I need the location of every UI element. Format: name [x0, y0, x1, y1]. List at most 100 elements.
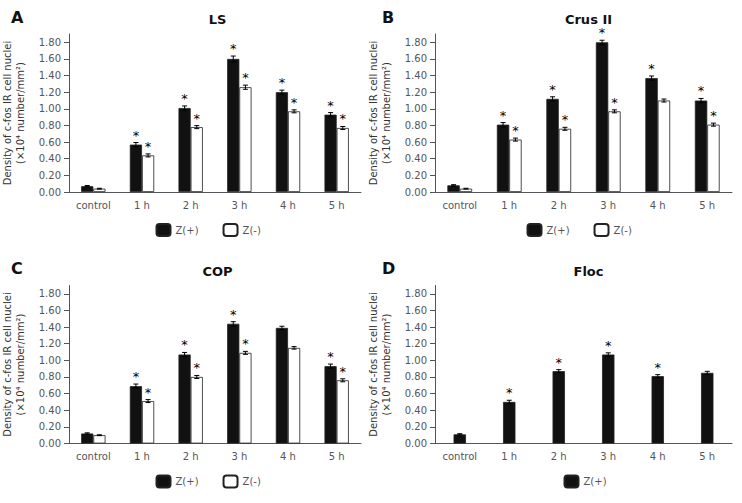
svg-text:C: C — [11, 259, 23, 278]
svg-text:1 h: 1 h — [501, 451, 517, 462]
svg-text:*: * — [327, 98, 334, 113]
svg-text:*: * — [556, 355, 563, 370]
svg-text:0.00: 0.00 — [405, 187, 427, 198]
svg-text:1.60: 1.60 — [405, 305, 427, 316]
svg-text:1.80: 1.80 — [39, 288, 61, 299]
svg-text:1.00: 1.00 — [405, 103, 427, 114]
svg-text:3 h: 3 h — [231, 200, 247, 211]
svg-text:0.40: 0.40 — [405, 153, 427, 164]
svg-text:0.00: 0.00 — [39, 187, 61, 198]
svg-text:2 h: 2 h — [183, 200, 199, 211]
svg-text:4 h: 4 h — [650, 200, 666, 211]
svg-text:4 h: 4 h — [280, 451, 296, 462]
svg-text:A: A — [11, 8, 24, 27]
svg-text:1.80: 1.80 — [405, 288, 427, 299]
svg-text:2 h: 2 h — [551, 451, 567, 462]
svg-text:0.20: 0.20 — [39, 421, 61, 432]
svg-text:*: * — [506, 385, 513, 400]
svg-text:*: * — [133, 128, 140, 143]
svg-text:2 h: 2 h — [183, 451, 199, 462]
svg-text:COP: COP — [202, 264, 232, 279]
svg-text:*: * — [291, 95, 298, 110]
svg-text:control: control — [442, 451, 477, 462]
svg-text:control: control — [442, 200, 477, 211]
svg-text:0.40: 0.40 — [39, 153, 61, 164]
svg-text:Z(-): Z(-) — [614, 225, 632, 236]
svg-text:B: B — [382, 8, 394, 27]
svg-text:*: * — [710, 108, 717, 123]
svg-text:*: * — [611, 95, 618, 110]
svg-text:1.40: 1.40 — [39, 322, 61, 333]
svg-text:*: * — [340, 111, 347, 126]
svg-text:1.40: 1.40 — [39, 70, 61, 81]
svg-text:0.20: 0.20 — [405, 170, 427, 181]
svg-text:Z(+): Z(+) — [584, 476, 607, 487]
svg-text:*: * — [599, 25, 606, 40]
svg-text:0.20: 0.20 — [405, 421, 427, 432]
svg-text:1.80: 1.80 — [39, 37, 61, 48]
svg-text:1.00: 1.00 — [39, 355, 61, 366]
svg-text:*: * — [194, 360, 201, 375]
svg-text:4 h: 4 h — [650, 451, 666, 462]
svg-text:*: * — [230, 41, 237, 56]
svg-text:(×10⁴ number/mm²): (×10⁴ number/mm²) — [381, 62, 392, 164]
svg-text:Density of c-fos IR cell nucle: Density of c-fos IR cell nuclei — [368, 41, 379, 186]
svg-text:*: * — [242, 70, 249, 85]
svg-text:Z(+): Z(+) — [547, 225, 570, 236]
svg-text:(×10⁴ number/mm²): (×10⁴ number/mm²) — [15, 62, 26, 164]
svg-text:*: * — [133, 369, 140, 384]
svg-text:1.40: 1.40 — [405, 70, 427, 81]
svg-text:0.60: 0.60 — [39, 388, 61, 399]
svg-text:*: * — [562, 112, 569, 127]
svg-text:Z(+): Z(+) — [176, 225, 199, 236]
svg-text:*: * — [605, 338, 612, 353]
svg-text:*: * — [340, 364, 347, 379]
svg-text:*: * — [194, 111, 201, 126]
svg-text:(×10⁴ number/mm²): (×10⁴ number/mm²) — [381, 313, 392, 415]
svg-text:3 h: 3 h — [600, 200, 616, 211]
svg-text:1 h: 1 h — [134, 451, 150, 462]
svg-text:Density of c-fos IR cell nucle: Density of c-fos IR cell nuclei — [368, 292, 379, 437]
svg-text:*: * — [698, 83, 705, 98]
svg-text:1.00: 1.00 — [39, 103, 61, 114]
svg-text:*: * — [655, 360, 662, 375]
svg-text:*: * — [549, 82, 556, 97]
svg-text:1.40: 1.40 — [405, 322, 427, 333]
svg-text:0.60: 0.60 — [405, 137, 427, 148]
svg-text:1 h: 1 h — [134, 200, 150, 211]
svg-text:0.80: 0.80 — [39, 120, 61, 131]
svg-text:0.20: 0.20 — [39, 170, 61, 181]
svg-text:Density of c-fos IR cell nucle: Density of c-fos IR cell nuclei — [2, 292, 13, 437]
svg-text:1.20: 1.20 — [39, 338, 61, 349]
svg-text:0.60: 0.60 — [39, 137, 61, 148]
svg-text:5 h: 5 h — [329, 200, 345, 211]
svg-text:5 h: 5 h — [699, 451, 715, 462]
svg-text:0.40: 0.40 — [405, 405, 427, 416]
svg-text:1.00: 1.00 — [405, 355, 427, 366]
svg-text:3 h: 3 h — [600, 451, 616, 462]
svg-text:*: * — [181, 337, 188, 352]
svg-text:1.20: 1.20 — [405, 338, 427, 349]
svg-text:0.80: 0.80 — [39, 371, 61, 382]
svg-text:0.60: 0.60 — [405, 388, 427, 399]
svg-text:(×10⁴ number/mm²): (×10⁴ number/mm²) — [15, 313, 26, 415]
svg-text:5 h: 5 h — [699, 200, 715, 211]
svg-text:1.60: 1.60 — [39, 305, 61, 316]
svg-text:2 h: 2 h — [551, 200, 567, 211]
svg-text:control: control — [76, 451, 111, 462]
svg-text:*: * — [648, 61, 655, 76]
svg-text:1.60: 1.60 — [405, 53, 427, 64]
svg-text:1.20: 1.20 — [405, 87, 427, 98]
svg-text:0.80: 0.80 — [405, 120, 427, 131]
svg-text:Crus II: Crus II — [565, 12, 612, 27]
svg-text:Z(-): Z(-) — [243, 476, 261, 487]
svg-text:4 h: 4 h — [280, 200, 296, 211]
svg-text:*: * — [145, 385, 152, 400]
svg-text:*: * — [279, 75, 286, 90]
svg-text:Z(-): Z(-) — [243, 225, 261, 236]
svg-text:1.80: 1.80 — [405, 37, 427, 48]
svg-text:*: * — [512, 123, 519, 138]
svg-text:1 h: 1 h — [501, 200, 517, 211]
svg-text:5 h: 5 h — [329, 451, 345, 462]
svg-text:3 h: 3 h — [231, 451, 247, 462]
